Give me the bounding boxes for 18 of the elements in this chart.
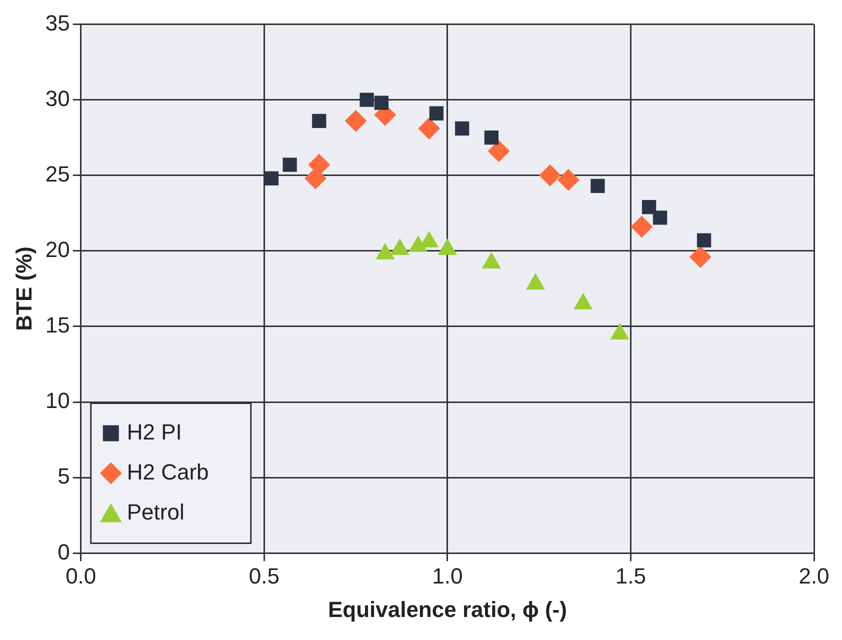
y-tick-label: 15 [45,312,70,338]
y-axis-title: BTE (%) [11,246,36,331]
x-tick-label: 2.0 [798,563,830,588]
x-tick-label: 1.0 [432,563,463,588]
y-tick-label: 0 [58,539,70,564]
y-tick-label: 25 [45,161,70,186]
y-tick-label: 35 [45,10,70,36]
y-tick-label: 10 [45,388,70,414]
legend-label: H2 Carb [126,459,209,484]
y-tick-label: 20 [45,236,70,262]
y-tick-label: 30 [45,86,70,111]
legend-label: Petrol [126,499,184,524]
y-tick-label: 5 [58,464,70,489]
x-tick-label: 1.5 [615,563,646,588]
legend-label: H2 PI [126,419,182,444]
x-tick-label: 0.0 [66,563,96,588]
x-axis-title: Equivalence ratio, ϕ (-) [328,596,567,622]
x-tick-label: 0.5 [248,563,280,588]
